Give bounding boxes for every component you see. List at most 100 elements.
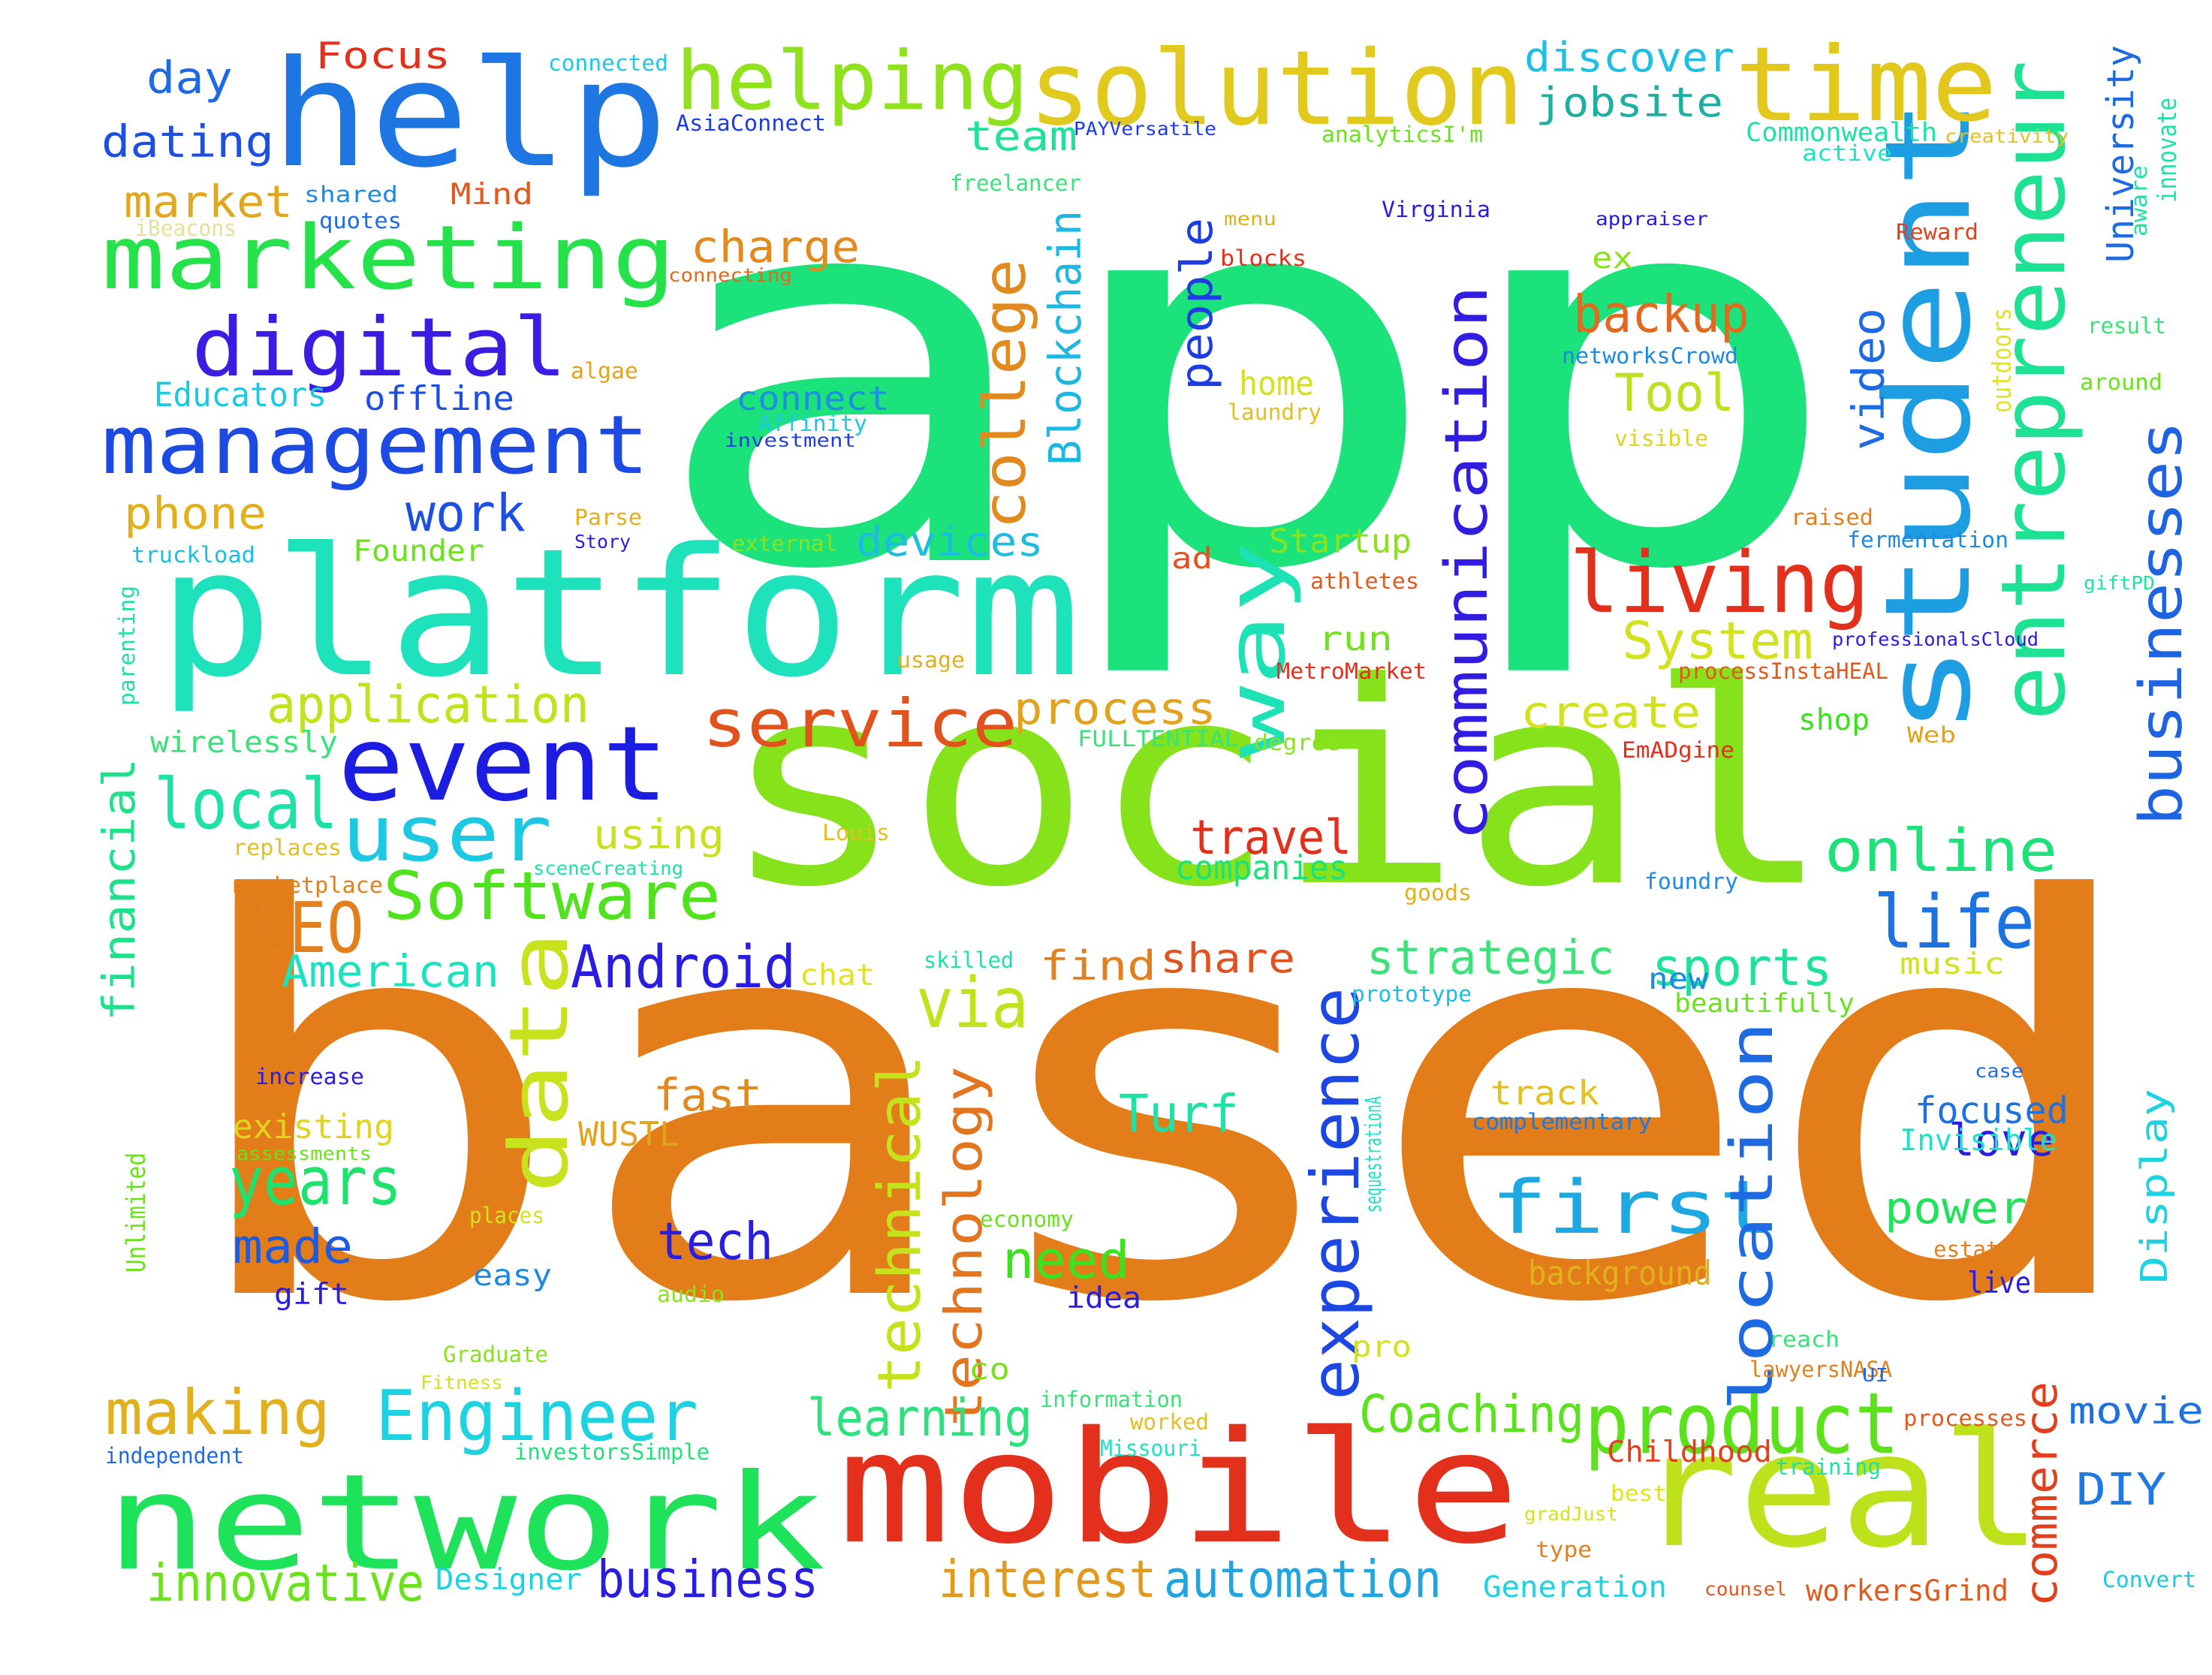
word-live: live [1967, 1267, 2032, 1300]
word-offline: offline [364, 380, 515, 418]
word-system: System [1622, 611, 1814, 671]
word-connect: connect [736, 380, 891, 418]
word-existing: existing [233, 1108, 395, 1146]
word-helping: helping [676, 35, 1029, 128]
word-athletes: athletes [1310, 568, 1420, 594]
word-display: Display [2133, 1088, 2176, 1284]
word-coaching: Coaching [1359, 1384, 1585, 1445]
word-parse: Parse [574, 505, 643, 530]
word-based: based [173, 788, 2156, 1422]
word-real: real [1637, 1398, 2043, 1583]
word-online: online [1825, 817, 2058, 885]
word-ui: UI [1862, 1364, 1889, 1386]
word-replaces: replaces [233, 835, 342, 860]
word-quotes: quotes [319, 208, 402, 233]
word-charge: charge [691, 221, 860, 273]
word-focus: Focus [315, 35, 451, 77]
word-professionalscloud: professionalsCloud [1832, 628, 2039, 650]
word-focused: focused [1915, 1089, 2069, 1132]
word-create: create [1520, 686, 1701, 738]
word-payversatile: PAYVersatile [1074, 118, 1217, 140]
word-making: making [105, 1376, 331, 1449]
word-fast: fast [653, 1069, 763, 1121]
word-gradjust: gradJust [1524, 1503, 1619, 1525]
word-local: local [154, 764, 339, 845]
word-laundry: laundry [1228, 399, 1322, 425]
word-visible: visible [1614, 426, 1709, 451]
word-fermentation: fermentation [1847, 527, 2009, 553]
word-app: app [646, 69, 1848, 685]
word-digital: digital [191, 301, 568, 395]
word-ceo: CEO [252, 887, 365, 969]
word-living: living [1569, 533, 1870, 632]
word-innovative: innovative [146, 1553, 425, 1613]
word-backup: backup [1573, 285, 1750, 345]
word-technical: technical [866, 1054, 934, 1393]
word-companies: companies [1175, 849, 1349, 887]
word-businesses: businesses [2127, 420, 2195, 826]
word-movie: movie [2069, 1390, 2204, 1432]
word-idea: idea [1066, 1282, 1142, 1315]
word-application: application [267, 675, 590, 735]
word-truckload: truckload [131, 542, 256, 568]
word-social: social [721, 622, 1833, 948]
word-analyticsi-m: analyticsI'm [1321, 122, 1484, 147]
word-people: people [1171, 217, 1222, 390]
word-invisible: Invisible [1900, 1124, 2058, 1158]
word-user: user [342, 789, 553, 879]
word-network: network [105, 1445, 827, 1600]
word-designer: Designer [435, 1563, 583, 1597]
word-external: external [732, 531, 838, 556]
word-ex: ex [1592, 242, 1634, 276]
word-creativity: creativity [1945, 125, 2069, 147]
word-unlimited: Unlimited [122, 1152, 152, 1273]
word-automation: automation [1164, 1550, 1442, 1610]
word-event: event [338, 705, 669, 824]
word-marketing: marketing [101, 206, 677, 309]
word-web: Web [1907, 722, 1957, 748]
word-connecting: connecting [668, 264, 793, 286]
word-information: information [1040, 1387, 1183, 1412]
word-missouri: Missouri [1100, 1435, 1202, 1461]
word-devices: devices [856, 518, 1044, 565]
word-processinstaheal: processInstaHEAL [1678, 658, 1889, 684]
word-tool: Tool [1614, 363, 1735, 423]
word-parenting: parenting [114, 585, 140, 706]
word-interest: interest [939, 1550, 1157, 1610]
word-dating: dating [101, 116, 275, 167]
word-asiaconnect: AsiaConnect [676, 110, 827, 136]
word-ad: ad [1171, 542, 1213, 576]
word-best: best [1611, 1481, 1668, 1506]
word-time: time [1734, 26, 1998, 145]
word-menu: menu [1224, 208, 1277, 230]
word-platform: platform [158, 511, 1082, 716]
word-affinity: Affinity [758, 411, 868, 436]
word-power: power [1885, 1182, 2028, 1234]
word-strategic: strategic [1367, 930, 1615, 986]
word-ibeacons: iBeacons [135, 215, 237, 241]
word-type: type [1535, 1537, 1593, 1562]
word-prototype: prototype [1352, 981, 1472, 1007]
word-blockchain: Blockchain [1039, 209, 1091, 465]
word-giftpd: giftPD [2084, 572, 2156, 594]
word-blocks: blocks [1220, 246, 1307, 271]
word-networkscrowd: networksCrowd [1562, 343, 1739, 369]
word-shop: shop [1798, 703, 1870, 737]
word-love: love [1948, 1114, 2054, 1166]
word-product: product [1584, 1374, 1900, 1473]
word-places: places [469, 1203, 545, 1228]
word-solution: solution [1029, 29, 1525, 149]
word-economy: economy [980, 1207, 1074, 1232]
word-home: home [1239, 365, 1315, 403]
word-fulltential: FULLTENTIAL [1077, 726, 1240, 752]
word-software: Software [383, 857, 722, 935]
word-foundry: foundry [1644, 869, 1739, 894]
word-life: life [1873, 880, 2036, 966]
word-easy: easy [473, 1259, 553, 1293]
word-music: music [1900, 947, 2006, 981]
word-share: share [1160, 935, 1296, 982]
word-skilled: skilled [924, 947, 1014, 973]
word-turf: Turf [1119, 1084, 1240, 1144]
word-background: background [1528, 1255, 1713, 1293]
